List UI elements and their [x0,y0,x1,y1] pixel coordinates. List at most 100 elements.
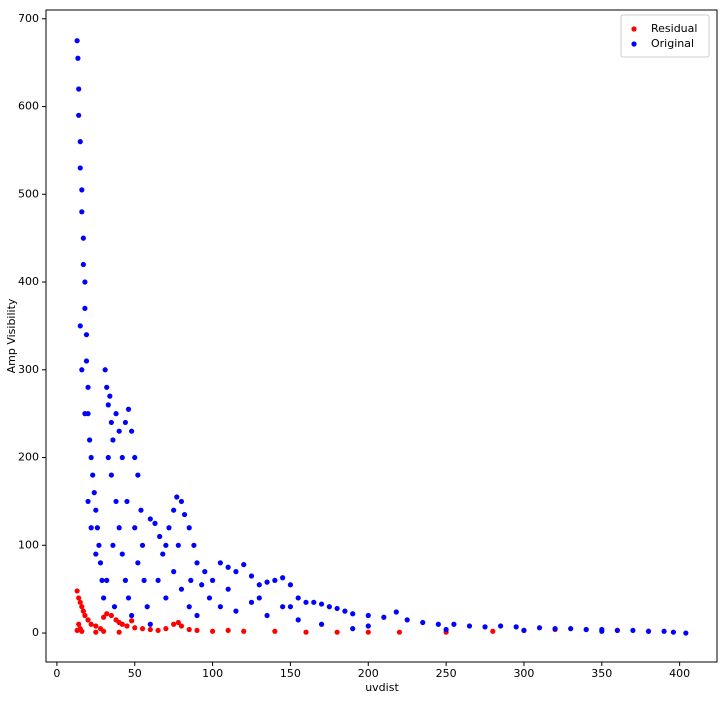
point [96,542,102,548]
point [129,612,135,619]
point [381,614,387,620]
point [225,586,231,592]
point [217,604,223,610]
point [194,612,200,619]
point [451,621,457,627]
point [135,560,141,566]
point [132,525,138,531]
point [110,437,116,443]
point [101,595,107,601]
point [139,626,146,632]
point [303,629,309,635]
point [139,542,146,548]
point [630,627,636,634]
point [108,419,114,426]
x-axis-label: uvdist [365,681,399,694]
point [77,165,83,171]
point [79,209,85,215]
point [144,604,150,610]
y-tick-label: 300 [18,363,39,376]
point [79,628,85,634]
point [132,454,138,461]
point [76,595,82,601]
point [248,599,255,605]
legend-marker [631,41,637,47]
point [125,595,132,601]
point [141,577,147,583]
point [683,630,689,636]
x-tick-label: 200 [358,667,379,680]
y-tick-label: 200 [18,451,39,464]
point [225,564,231,570]
point [163,595,169,601]
point [365,629,371,635]
point [155,627,161,634]
x-tick-label: 350 [591,667,612,680]
point [326,604,332,610]
point [76,112,82,118]
y-tick-label: 0 [32,626,39,639]
legend-label: Original [651,37,694,50]
point [217,560,223,566]
point [225,627,231,634]
y-axis-label: Amp Visibility [5,298,18,373]
x-tick-label: 100 [202,667,223,680]
point [295,595,301,601]
point [171,621,177,627]
point [77,323,83,329]
point [186,604,192,610]
point [233,569,239,575]
point [256,595,262,601]
point [420,619,426,626]
point [82,279,88,285]
point [135,472,141,478]
point [264,612,270,619]
point [350,626,356,632]
legend-marker [631,26,637,32]
point [199,582,205,588]
point [186,525,192,531]
point [163,626,169,632]
point [599,628,605,634]
point [645,628,652,634]
point [113,411,119,417]
point [536,625,543,631]
point [583,626,589,633]
point [147,626,153,633]
point [116,629,122,635]
plot-frame [45,9,718,663]
point [93,551,99,557]
point [82,411,88,417]
point [93,629,99,635]
point [178,586,185,592]
point [132,625,138,631]
point [119,454,125,461]
point [318,601,325,607]
point [186,626,192,633]
point [191,542,197,548]
point [99,577,105,583]
point [272,628,278,634]
point [74,627,80,634]
legend-box [620,14,710,58]
point [80,235,86,241]
point [209,628,216,634]
point [94,525,100,531]
point [125,406,132,412]
point [155,577,161,583]
point [365,612,371,619]
x-tick-label: 0 [53,667,60,680]
point [280,604,286,610]
y-tick-label: 600 [18,100,39,113]
point [188,577,194,583]
point [93,507,99,513]
point [513,624,519,630]
point [79,187,85,193]
point [101,614,107,620]
point [85,498,91,505]
point [318,621,325,627]
point [280,575,286,581]
point [74,588,80,594]
point [152,520,158,526]
